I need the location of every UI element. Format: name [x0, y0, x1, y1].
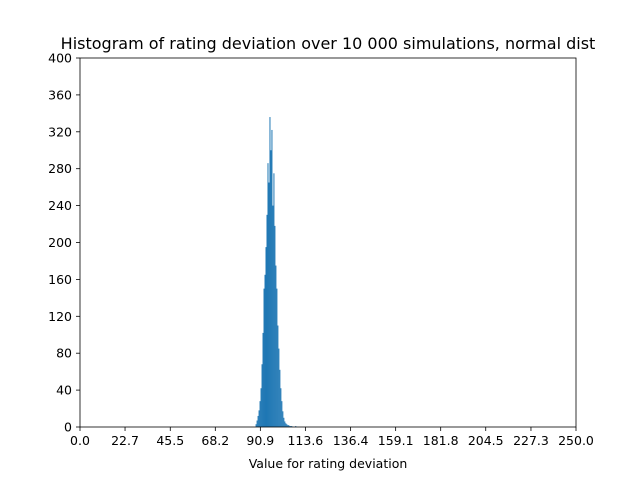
x-tick-label: 159.1 — [378, 433, 414, 448]
x-tick-label: 68.2 — [201, 433, 229, 448]
histogram-bar — [290, 426, 292, 427]
histogram-bar — [270, 150, 272, 427]
histogram-bar — [277, 325, 279, 427]
histogram-bar — [286, 424, 288, 427]
histogram-bar — [280, 388, 282, 427]
y-tick-label: 360 — [48, 87, 72, 102]
histogram-bar — [291, 426, 293, 427]
histogram-bar — [289, 426, 291, 427]
histogram-bar — [267, 163, 269, 428]
histogram-bar — [295, 426, 297, 427]
y-tick-label: 160 — [48, 272, 72, 287]
histogram-bar — [269, 117, 271, 427]
x-tick-label: 90.9 — [246, 433, 274, 448]
histogram-bar — [261, 364, 263, 427]
y-axis-ticks: 0 40 80 120 160 200 240 280 320 360 400 — [48, 51, 80, 435]
x-tick-label: 250.0 — [558, 433, 594, 448]
histogram-bar — [258, 410, 260, 427]
y-tick-label: 0 — [64, 420, 72, 435]
y-tick-label: 400 — [48, 51, 72, 66]
histogram-bar — [257, 415, 259, 427]
y-tick-label: 120 — [48, 309, 72, 324]
histogram-bar — [275, 265, 277, 427]
x-axis-label: Value for rating deviation — [249, 456, 408, 471]
histogram-bar — [268, 182, 270, 427]
histogram-bar — [273, 173, 275, 427]
x-tick-label: 0.0 — [70, 433, 90, 448]
y-tick-label: 280 — [48, 161, 72, 176]
histogram-bar — [272, 205, 274, 427]
histogram-bar — [265, 247, 267, 427]
x-tick-label: 113.6 — [287, 433, 323, 448]
histogram-bar — [283, 417, 285, 427]
histogram-bar — [274, 225, 276, 427]
y-tick-label: 80 — [56, 346, 72, 361]
histogram-bar — [263, 288, 265, 427]
x-tick-label: 181.8 — [423, 433, 459, 448]
x-tick-label: 45.5 — [156, 433, 184, 448]
histogram-bar — [262, 332, 264, 427]
histogram-bar — [284, 421, 286, 427]
x-axis-ticks: 0.0 22.7 45.5 68.2 90.9 113.6 136.4 159.1 181.8 2… — [70, 427, 594, 448]
x-tick-label: 227.3 — [513, 433, 549, 448]
histogram-bar — [256, 420, 258, 427]
plot-frame — [79, 57, 577, 428]
histogram-bar — [279, 369, 281, 427]
histogram-bar — [264, 274, 266, 427]
histogram-bar — [255, 424, 257, 427]
histogram-bar — [266, 214, 268, 427]
histogram-bar — [278, 348, 280, 427]
histogram-bar — [282, 411, 284, 427]
histogram-bar — [288, 425, 290, 427]
histogram-bar — [260, 388, 262, 427]
histogram-bars — [255, 117, 297, 428]
x-tick-label: 22.7 — [111, 433, 139, 448]
y-tick-label: 200 — [48, 235, 72, 250]
y-tick-label: 240 — [48, 198, 72, 213]
histogram-bar — [271, 129, 273, 427]
histogram-bar — [259, 401, 261, 427]
x-tick-label: 204.5 — [468, 433, 504, 448]
histogram-bar — [281, 401, 283, 427]
x-tick-label: 136.4 — [333, 433, 369, 448]
y-tick-label: 320 — [48, 124, 72, 139]
histogram-bar — [276, 288, 278, 427]
histogram-bar — [287, 425, 289, 427]
chart-title: Histogram of rating deviation over 10 00… — [61, 34, 596, 53]
histogram-bar — [285, 423, 287, 427]
y-tick-label: 40 — [56, 383, 72, 398]
